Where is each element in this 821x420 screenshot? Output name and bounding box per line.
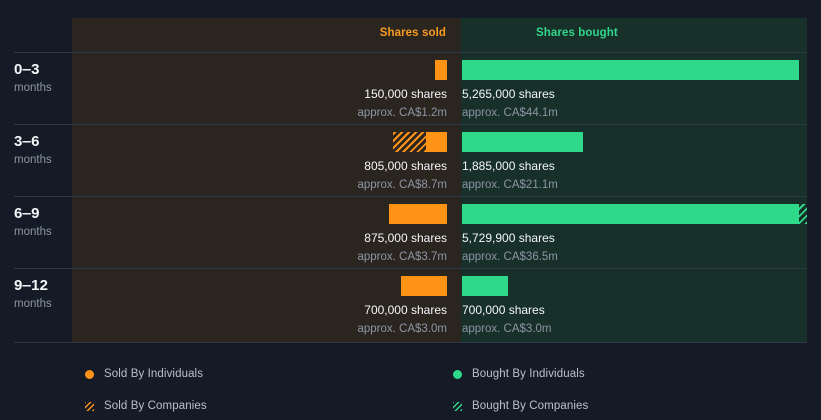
- row-period-label: 9‒12 months: [14, 276, 72, 313]
- row-period-units: months: [14, 298, 52, 310]
- shares-bought-amount: approx. CA$3.0m: [462, 323, 552, 335]
- shares-sold-amount: approx. CA$3.0m: [357, 323, 448, 335]
- shares-bought-amount: approx. CA$36.5m: [462, 251, 558, 263]
- shares-bought-count: 1,885,000 shares: [462, 159, 555, 173]
- legend-item-sold-by-companies[interactable]: Sold By Companies: [85, 400, 207, 412]
- sold-by-individuals-segment: [435, 60, 447, 80]
- row-period-units: months: [14, 226, 52, 238]
- chart-row: 3‒6 months 805,000 shares approx. CA$8.7…: [0, 126, 821, 198]
- shares-sold-column-background: [72, 18, 461, 342]
- shares-bought-values: 700,000 shares approx. CA$3.0m: [462, 300, 552, 338]
- shares-bought-bar-track: [462, 276, 508, 296]
- shares-sold-count: 875,000 shares: [364, 231, 447, 245]
- shares-bought-bar[interactable]: [462, 276, 508, 296]
- shares-bought-bar[interactable]: [462, 60, 799, 80]
- sold-by-companies-segment: [393, 132, 426, 152]
- shares-sold-values: 700,000 shares approx. CA$3.0m: [358, 300, 448, 338]
- sold-by-individuals-segment: [401, 276, 447, 296]
- chart-header: Shares sold Shares bought: [72, 18, 807, 52]
- shares-bought-amount: approx. CA$44.1m: [462, 107, 558, 119]
- bought-by-companies-segment: [799, 204, 807, 224]
- shares-sold-bar-track: [393, 132, 447, 152]
- row-period-units: months: [14, 82, 52, 94]
- green-hatch-icon: [453, 401, 462, 411]
- shares-sold-values: 150,000 shares approx. CA$1.2m: [358, 84, 448, 122]
- green-dot-icon: [453, 369, 462, 379]
- shares-bought-amount: approx. CA$21.1m: [462, 179, 558, 191]
- shares-sold-values: 805,000 shares approx. CA$8.7m: [358, 156, 448, 194]
- shares-bought-bar[interactable]: [462, 204, 807, 224]
- sold-by-individuals-segment: [426, 132, 447, 152]
- shares-sold-header-label: Shares sold: [379, 27, 446, 39]
- sold-by-individuals-segment: [389, 204, 447, 224]
- chart-row: 0‒3 months 150,000 shares approx. CA$1.2…: [0, 54, 821, 126]
- shares-sold-bar[interactable]: [393, 132, 447, 152]
- shares-sold-count: 150,000 shares: [364, 87, 447, 101]
- row-period-range: 6‒9: [14, 205, 40, 222]
- row-separator: [14, 196, 807, 197]
- shares-bought-bar-track: [462, 132, 583, 152]
- orange-dot-icon: [85, 369, 94, 379]
- legend-item-sold-by-individuals[interactable]: Sold By Individuals: [85, 368, 203, 380]
- shares-bought-bar-track: [462, 60, 799, 80]
- shares-sold-bar-track: [435, 60, 447, 80]
- legend-label: Bought By Companies: [472, 400, 589, 412]
- shares-sold-count: 805,000 shares: [364, 159, 447, 173]
- shares-bought-count: 5,729,900 shares: [462, 231, 555, 245]
- chart-legend: Sold By Individuals Sold By Companies Bo…: [0, 352, 821, 420]
- chart-row: 6‒9 months 875,000 shares approx. CA$3.7…: [0, 198, 821, 270]
- shares-sold-bar-track: [401, 276, 447, 296]
- shares-bought-count: 5,265,000 shares: [462, 87, 555, 101]
- row-period-range: 9‒12: [14, 277, 49, 294]
- shares-sold-bar-track: [389, 204, 447, 224]
- shares-bought-values: 5,265,000 shares approx. CA$44.1m: [462, 84, 558, 122]
- shares-bought-count: 700,000 shares: [462, 303, 545, 317]
- shares-sold-amount: approx. CA$8.7m: [357, 179, 448, 191]
- bought-by-individuals-segment: [462, 276, 508, 296]
- legend-label: Sold By Companies: [104, 400, 207, 412]
- shares-bought-header-label: Shares bought: [536, 27, 618, 39]
- row-period-units: months: [14, 154, 52, 166]
- legend-label: Sold By Individuals: [104, 368, 204, 380]
- legend-item-bought-by-individuals[interactable]: Bought By Individuals: [453, 368, 585, 380]
- chart-row: 9‒12 months 700,000 shares approx. CA$3.…: [0, 270, 821, 342]
- row-separator: [14, 342, 807, 343]
- orange-hatch-icon: [85, 401, 94, 411]
- shares-sold-bar[interactable]: [401, 276, 447, 296]
- shares-bought-bar[interactable]: [462, 132, 583, 152]
- row-period-range: 0‒3: [14, 61, 40, 78]
- bought-by-individuals-segment: [462, 132, 583, 152]
- row-period-range: 3‒6: [14, 133, 40, 150]
- row-period-label: 0‒3 months: [14, 60, 72, 97]
- shares-bought-values: 1,885,000 shares approx. CA$21.1m: [462, 156, 558, 194]
- legend-item-bought-by-companies[interactable]: Bought By Companies: [453, 400, 588, 412]
- shares-sold-bar[interactable]: [435, 60, 447, 80]
- row-period-label: 6‒9 months: [14, 204, 72, 241]
- row-period-label: 3‒6 months: [14, 132, 72, 169]
- shares-sold-count: 700,000 shares: [364, 303, 447, 317]
- row-separator: [14, 268, 807, 269]
- row-separator: [14, 52, 807, 53]
- row-separator: [14, 124, 807, 125]
- bought-by-individuals-segment: [462, 60, 799, 80]
- legend-label: Bought By Individuals: [472, 368, 585, 380]
- shares-sold-amount: approx. CA$1.2m: [357, 107, 448, 119]
- shares-bought-values: 5,729,900 shares approx. CA$36.5m: [462, 228, 558, 266]
- shares-sold-amount: approx. CA$3.7m: [357, 251, 448, 263]
- shares-sold-bar[interactable]: [389, 204, 447, 224]
- shares-sold-values: 875,000 shares approx. CA$3.7m: [358, 228, 448, 266]
- bought-by-individuals-segment: [462, 204, 799, 224]
- shares-bought-bar-track: [462, 204, 807, 224]
